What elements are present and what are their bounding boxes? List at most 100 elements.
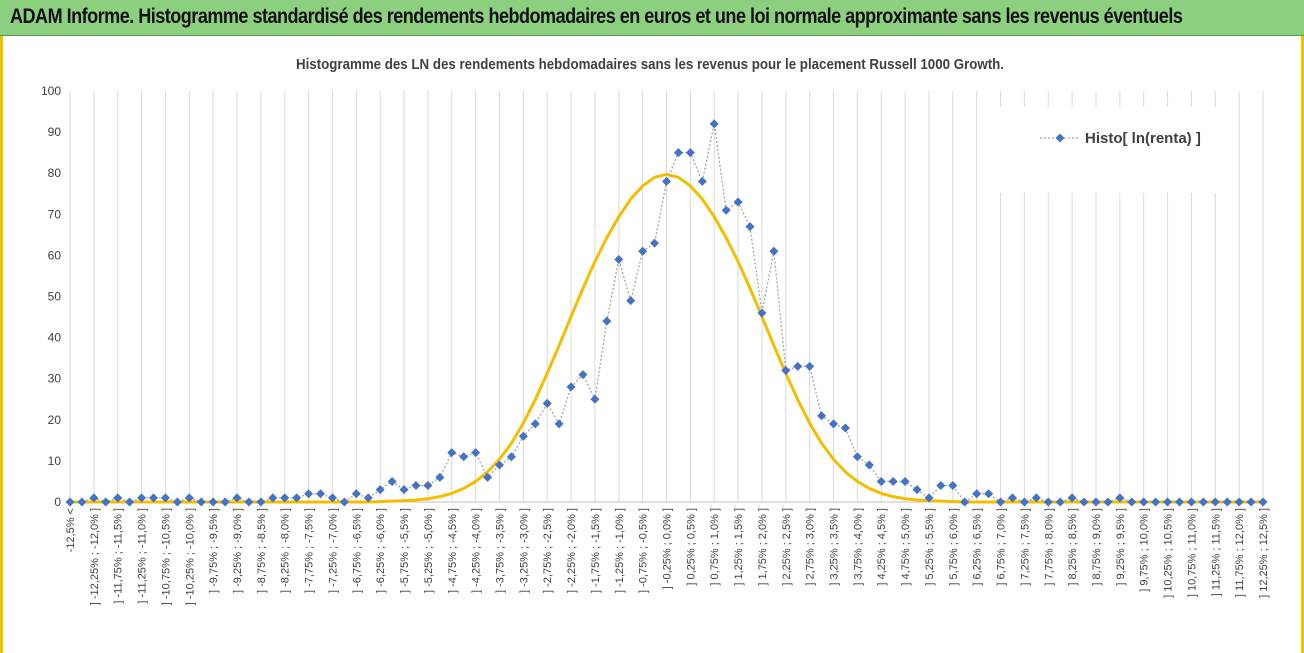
- x-tick-label: ] 6,25% ; 6,5% ]: [972, 508, 984, 586]
- histogram-point: [805, 361, 815, 371]
- histogram-point: [256, 497, 266, 507]
- histogram-point: [1079, 497, 1089, 507]
- series: [65, 119, 1268, 507]
- histogram-point: [1186, 497, 1196, 507]
- x-tick-label: ] -9,75% ; -9,5% ]: [208, 508, 220, 593]
- histogram-point: [1222, 497, 1232, 507]
- histogram-point: [817, 411, 827, 421]
- histogram-point: [685, 148, 695, 158]
- x-tick-label: ] -4,75% ; -4,5% ]: [447, 508, 459, 593]
- x-tick-label: ] -10,75% ; -10,5% ]: [160, 508, 172, 605]
- histogram-point: [733, 197, 743, 207]
- histogram-point: [1103, 497, 1113, 507]
- histogram-point: [840, 423, 850, 433]
- x-tick-label: ] 3,75% ; 4,0% ]: [852, 508, 864, 586]
- histogram-point: [483, 472, 493, 482]
- histogram-point: [292, 493, 302, 503]
- histogram-point: [1007, 493, 1017, 503]
- histogram-point: [160, 493, 170, 503]
- histogram-point: [1246, 497, 1256, 507]
- histogram-point: [626, 296, 636, 306]
- histogram-point: [399, 485, 409, 495]
- histogram-point: [769, 246, 779, 256]
- x-tick-label: ] -10,25% ; -10,0% ]: [184, 508, 196, 605]
- histogram-point: [972, 489, 982, 499]
- histogram-point: [924, 493, 934, 503]
- histogram-point: [876, 476, 886, 486]
- x-tick-label: ] 9,25% ; 9,5% ]: [1115, 508, 1127, 586]
- histogram-point: [745, 222, 755, 232]
- histogram-point: [673, 148, 683, 158]
- histogram-point: [506, 452, 516, 462]
- histogram-point: [1043, 497, 1053, 507]
- histogram-point: [852, 452, 862, 462]
- histogram-point: [602, 316, 612, 326]
- y-tick-label: 80: [48, 166, 62, 180]
- histogram-point: [650, 238, 660, 248]
- histogram-point: [494, 460, 504, 470]
- histogram-point: [459, 452, 469, 462]
- histogram-point: [518, 431, 528, 441]
- chart-frame: [0, 36, 1304, 653]
- x-tick-label: ] 0,75% ; 1,0% ]: [709, 508, 721, 586]
- histogram-point: [530, 419, 540, 429]
- x-tick-label: ] -11,25% ; -11,0% ]: [137, 508, 149, 604]
- histogram-point: [304, 489, 314, 499]
- histogram-point: [578, 370, 588, 380]
- x-tick-labels: -12,5% <] -12,25% ; -12,0% ]] -11,75% ; …: [65, 508, 1270, 605]
- histogram-point: [900, 476, 910, 486]
- histogram-point: [113, 493, 123, 503]
- histogram-point: [327, 493, 337, 503]
- y-tick-label: 40: [48, 331, 62, 345]
- x-tick-label: ] 8,25% ; 8,5% ]: [1067, 508, 1079, 586]
- y-tick-label: 10: [48, 454, 62, 468]
- histogram-point: [614, 255, 624, 265]
- legend-label: Histo[ ln(renta) ]: [1085, 130, 1201, 147]
- x-tick-label: ] 7,75% ; 8,0% ]: [1043, 508, 1055, 586]
- legend-box: [1000, 107, 1230, 193]
- x-tick-label: ] 5,25% ; 5,5% ]: [924, 508, 936, 586]
- histogram-point: [554, 419, 564, 429]
- x-tick-label: ] 3,25% ; 3,5% ]: [829, 508, 841, 586]
- x-tick-label: ] -2,25% ; -2,0% ]: [566, 508, 578, 593]
- x-tick-label: ] -6,75% ; -6,5% ]: [351, 508, 363, 593]
- histogram-point: [1139, 497, 1149, 507]
- histogram-point: [363, 493, 373, 503]
- histogram-point: [1163, 497, 1173, 507]
- x-tick-label: ] -6,25% ; -6,0% ]: [375, 508, 387, 593]
- y-tick-label: 20: [48, 413, 62, 427]
- histogram-point: [888, 476, 898, 486]
- report-header: ADAM Informe. Histogramme standardisé de…: [0, 0, 1304, 36]
- histogram-point: [697, 176, 707, 186]
- x-tick-label: ] 11,25% ; 11,5% ]: [1210, 508, 1222, 596]
- histogram-point: [793, 361, 803, 371]
- histogram-point: [208, 497, 218, 507]
- x-tick-label: -12,5% <: [65, 508, 77, 552]
- histogram-point: [387, 476, 397, 486]
- x-tick-label: ] -5,75% ; -5,5% ]: [399, 508, 411, 593]
- x-tick-label: ] 1,75% ; 2,0% ]: [757, 508, 769, 586]
- histogram-point: [196, 497, 206, 507]
- x-tick-label: ] 12,25% ; 12,5% ]: [1258, 508, 1270, 598]
- histogram-point: [566, 382, 576, 392]
- histogram-point: [1055, 497, 1065, 507]
- x-tick-label: ] 1,25% ; 1,5% ]: [733, 508, 745, 586]
- y-tick-label: 50: [48, 290, 62, 304]
- histogram-point: [1174, 497, 1184, 507]
- x-tick-label: ] -0,75% ; -0,5% ]: [638, 508, 650, 593]
- histogram-point: [757, 308, 767, 318]
- histogram-point: [184, 493, 194, 503]
- legend-marker: [1055, 133, 1065, 143]
- histogram-point: [709, 119, 719, 129]
- histogram-point: [65, 497, 75, 507]
- histogram-point: [435, 472, 445, 482]
- y-tick-label: 100: [41, 84, 61, 98]
- x-tick-label: ] -7,25% ; -7,0% ]: [327, 508, 339, 593]
- histogram-point: [268, 493, 278, 503]
- histogram-point: [1031, 493, 1041, 503]
- histogram-point: [172, 497, 182, 507]
- histogram-point: [375, 485, 385, 495]
- x-tick-label: ] 5,75% ; 6,0% ]: [948, 508, 960, 586]
- histogram-point: [339, 497, 349, 507]
- histogram-point: [1151, 497, 1161, 507]
